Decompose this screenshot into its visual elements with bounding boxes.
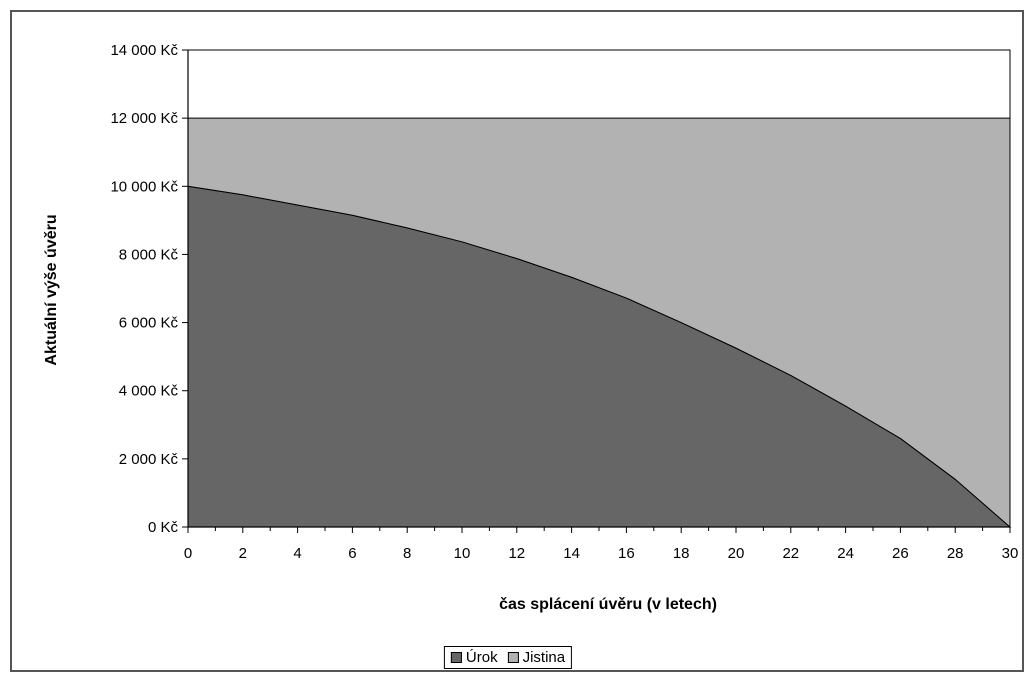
x-tick-label: 22 bbox=[782, 545, 799, 562]
legend-item-jistina: Jistina bbox=[507, 649, 566, 666]
legend-swatch-jistina bbox=[507, 652, 519, 663]
x-tick-label: 4 bbox=[293, 545, 301, 562]
x-tick-label: 20 bbox=[728, 545, 745, 562]
x-tick-label: 28 bbox=[947, 545, 964, 562]
x-tick-label: 16 bbox=[618, 545, 635, 562]
y-tick-label: 8 000 Kč bbox=[119, 246, 179, 263]
x-tick-label: 18 bbox=[673, 545, 690, 562]
x-axis-ticks: 0 2 4 6 8 10 12 14 16 18 20 22 24 26 28 30 bbox=[184, 527, 1019, 562]
x-tick-label: 30 bbox=[1002, 545, 1019, 562]
y-tick-label: 2 000 Kč bbox=[119, 451, 179, 468]
x-tick-label: 0 bbox=[184, 545, 192, 562]
y-axis-ticks: 0 Kč 2 000 Kč 4 000 Kč 6 000 Kč 8 000 Kč 10 0… bbox=[110, 42, 188, 536]
y-tick-label: 10 000 Kč bbox=[110, 178, 178, 195]
x-tick-label: 6 bbox=[348, 545, 356, 562]
x-axis-title: čas splácení úvěru (v letech) bbox=[499, 596, 717, 613]
y-axis-title: Aktuální výše úvěru bbox=[43, 214, 60, 365]
x-tick-label: 8 bbox=[403, 545, 411, 562]
legend: Úrok Jistina bbox=[443, 646, 573, 669]
x-tick-label: 2 bbox=[239, 545, 247, 562]
area-layer bbox=[187, 49, 1012, 529]
y-tick-label: 4 000 Kč bbox=[119, 383, 179, 400]
y-tick-label: 6 000 Kč bbox=[119, 315, 179, 332]
x-tick-label: 10 bbox=[454, 545, 471, 562]
legend-item-urok: Úrok bbox=[450, 649, 498, 666]
x-tick-label: 26 bbox=[892, 545, 909, 562]
legend-swatch-urok bbox=[450, 652, 462, 663]
legend-label-jistina: Jistina bbox=[522, 649, 566, 666]
y-tick-label: 12 000 Kč bbox=[110, 110, 178, 127]
x-tick-label: 12 bbox=[508, 545, 525, 562]
x-tick-label: 24 bbox=[837, 545, 854, 562]
y-tick-label: 14 000 Kč bbox=[110, 42, 178, 59]
x-tick-label: 14 bbox=[563, 545, 580, 562]
y-tick-label: 0 Kč bbox=[148, 519, 179, 536]
legend-label-urok: Úrok bbox=[465, 649, 498, 666]
